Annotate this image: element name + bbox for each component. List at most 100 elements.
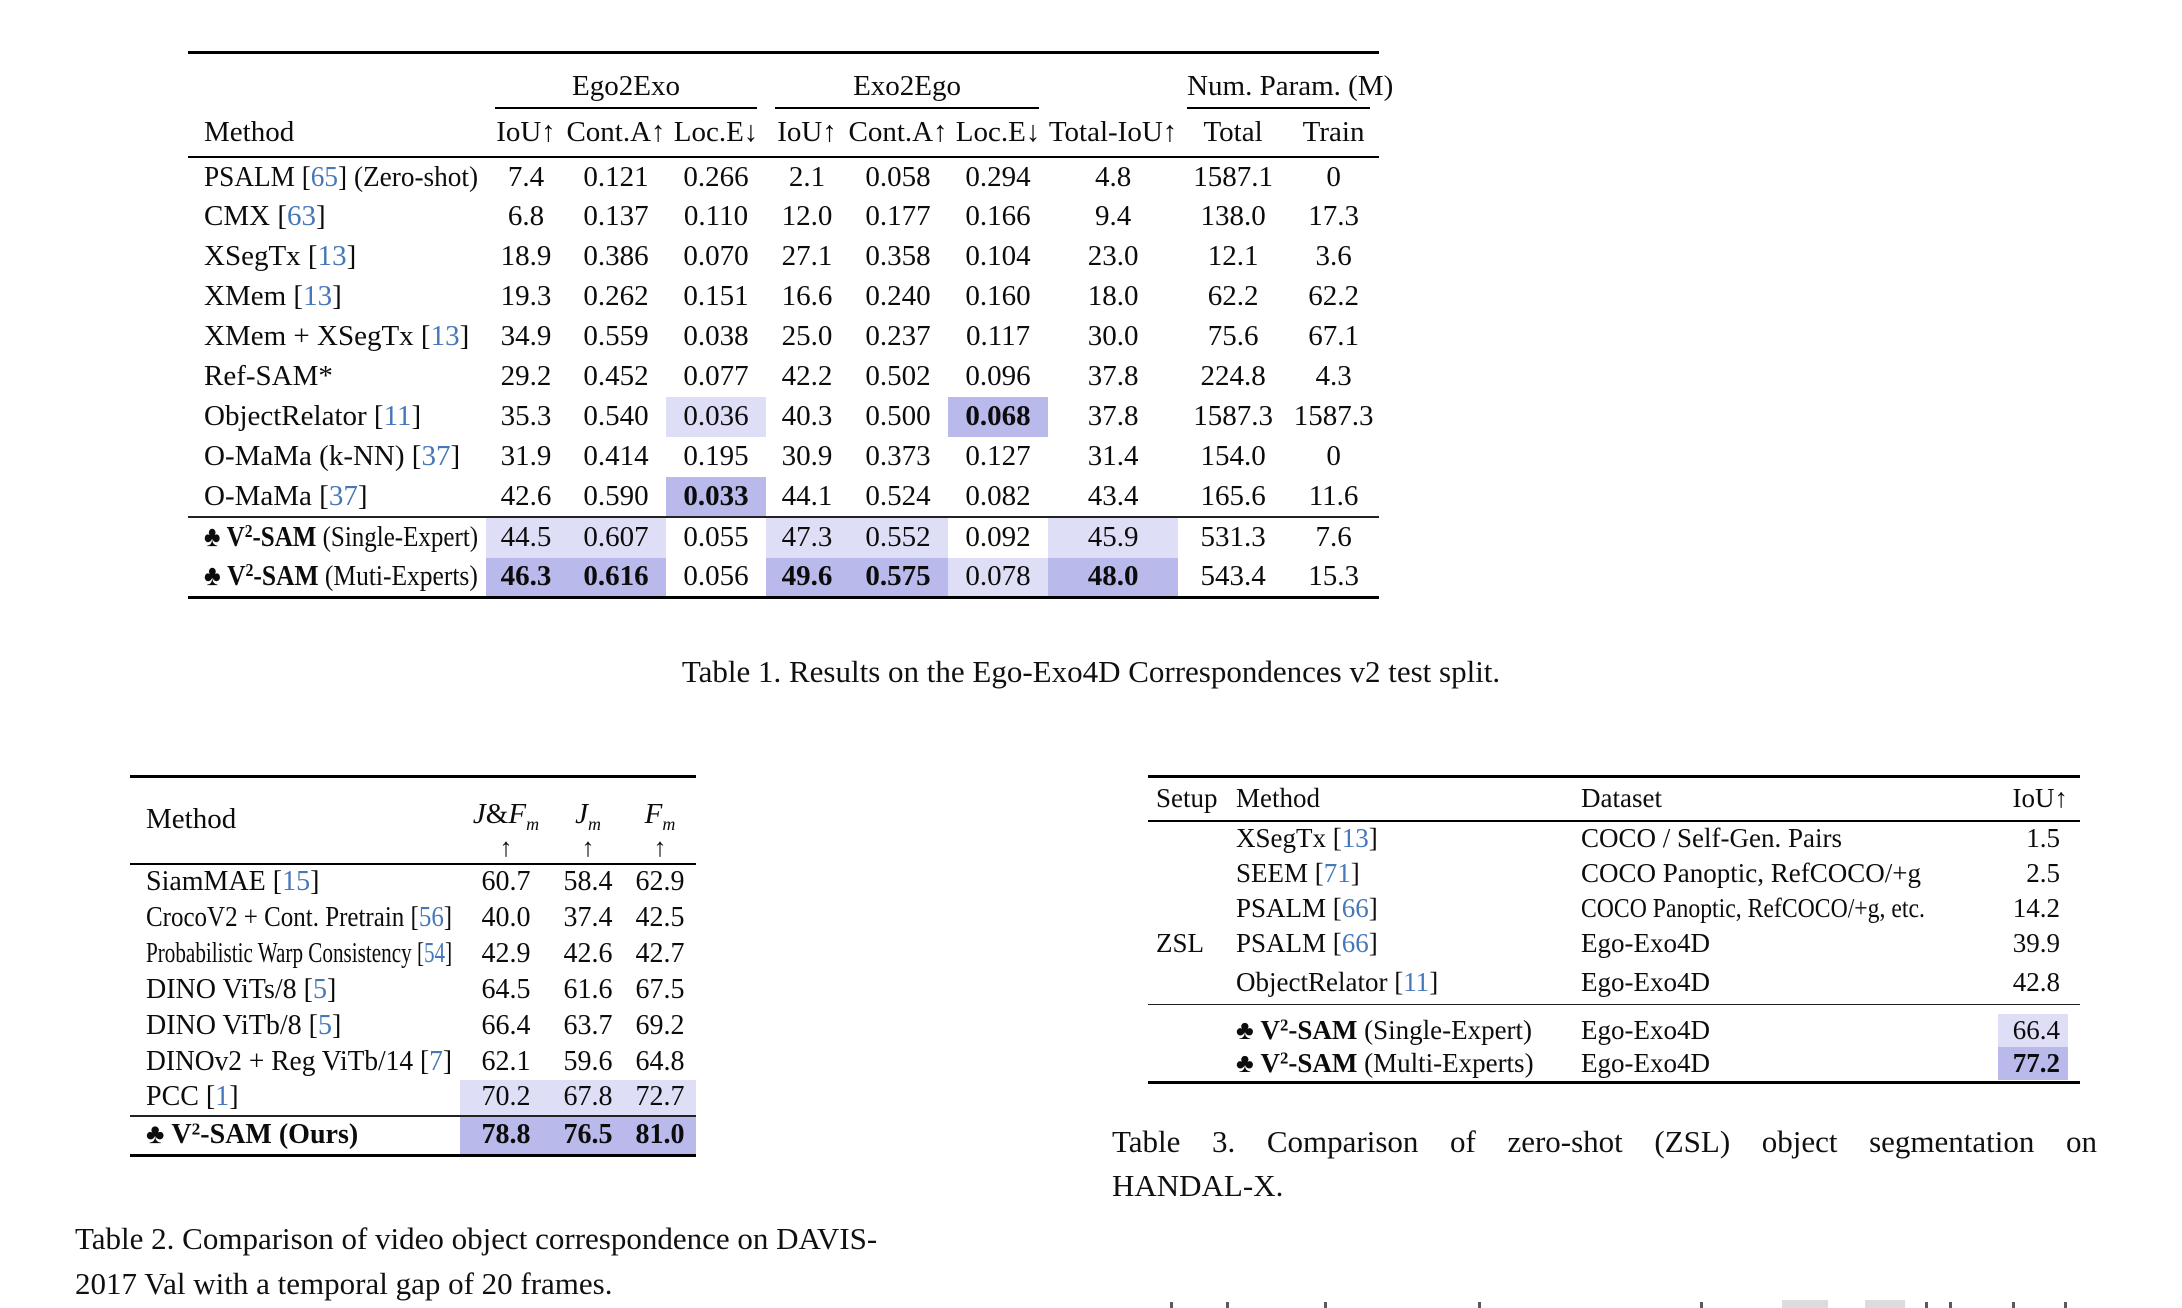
dataset-cell: COCO Panoptic, RefCOCO/+g, etc.	[1573, 891, 1933, 926]
value-cell: 6.8	[507, 200, 545, 232]
value-cell: 1587.3	[1193, 400, 1273, 432]
up-arrow-icon: ↑	[460, 832, 552, 865]
value-cell: 224.8	[1200, 360, 1266, 392]
value-cell: 0.151	[683, 280, 749, 312]
iou-cell: 2.5	[1933, 856, 2080, 891]
table-row: Ref-SAM* 29.2 0.452 0.077 42.2 0.502 0.096 37.8…	[188, 357, 1379, 397]
method-text: DINOv2 + Reg ViTb/14 [7]	[146, 1045, 452, 1077]
value-cell: 0.038	[683, 320, 749, 352]
column-header: Total	[1178, 108, 1289, 158]
citation-link[interactable]: 13	[1341, 823, 1369, 853]
method-cell: PSALM [65] (Zero-shot)	[188, 157, 486, 197]
value-cell: 0.616	[566, 557, 666, 598]
column-header: Total-IoU↑	[1048, 108, 1179, 158]
method-text: DINO ViTs/8 [5]	[146, 973, 337, 1005]
citation-link[interactable]: 37	[421, 440, 451, 472]
method-cell: O-MaMa [37]	[188, 477, 486, 517]
value-cell: 72.7	[624, 1079, 696, 1116]
value-cell: 0.104	[965, 240, 1031, 272]
value-cell: 0.082	[965, 479, 1031, 512]
citation-link[interactable]: 71	[1323, 857, 1351, 888]
metric-header: Fm	[644, 797, 676, 834]
value-cell: 0.386	[583, 240, 649, 272]
method-text: CMX [63]	[204, 200, 326, 232]
table-row: DINOv2 + Reg ViTb/14 [7] 62.1 59.6 64.8	[130, 1044, 696, 1080]
citation-link[interactable]: 15	[282, 866, 311, 897]
citation-link[interactable]: 13	[303, 280, 333, 312]
dataset-text: Ego-Exo4D	[1581, 927, 1710, 958]
value-cell: 0.575	[848, 557, 949, 598]
value-cell: 63.7	[563, 1009, 613, 1041]
value-cell: 44.1	[781, 479, 833, 512]
citation-link[interactable]: 54	[423, 937, 446, 969]
value-cell: 67.5	[635, 973, 685, 1005]
citation-link[interactable]: 66	[1341, 892, 1369, 923]
table-row: XSegTx [13] COCO / Self-Gen. Pairs 1.5	[1148, 821, 2080, 856]
citation-link[interactable]: 13	[430, 320, 460, 352]
method-variant-label: (Ours)	[271, 1119, 359, 1151]
dataset-text: Ego-Exo4D	[1581, 1048, 1710, 1079]
clipped-next-line-text	[1128, 1300, 2080, 1308]
table3-caption-line1: Table 3. Comparison of zero-shot (ZSL) o…	[1112, 1124, 2097, 1159]
method-cell: ♣ V2-SAM (Single-Expert)	[1228, 1004, 1573, 1047]
value-cell: 18.0	[1087, 280, 1139, 312]
method-cell: ObjectRelator [11]	[188, 397, 486, 437]
citation-link[interactable]: 5	[312, 973, 327, 1005]
value-cell: 62.9	[635, 866, 685, 897]
column-header: Setup	[1148, 776, 1228, 822]
method-text: XMem + XSegTx [13]	[204, 320, 470, 352]
citation-link[interactable]: 65	[310, 160, 339, 193]
iou-cell: 66.4	[1933, 1004, 2080, 1047]
ours-method-name: V2-SAM	[171, 1119, 272, 1151]
citation-link[interactable]: 5	[318, 1009, 333, 1041]
citation-link[interactable]: 13	[317, 240, 347, 272]
value-cell: 0.294	[965, 160, 1031, 193]
value-cell: 30.9	[781, 440, 833, 472]
column-header: Cont.A↑	[848, 108, 949, 158]
value-cell: 42.7	[635, 937, 685, 969]
column-header: IoU↑	[766, 108, 849, 158]
table-row: PCC [1] 70.2 67.8 72.7	[130, 1079, 696, 1116]
value-cell: 9.4	[1094, 200, 1132, 232]
table3-caption: Table 3. Comparison of zero-shot (ZSL) o…	[1112, 1120, 2097, 1208]
iou-value: 66.4	[1998, 1014, 2068, 1047]
value-cell: 0.177	[865, 200, 931, 232]
column-header: IoU↑	[1933, 776, 2080, 822]
citation-link[interactable]: 7	[429, 1045, 443, 1077]
citation-link[interactable]: 66	[1341, 927, 1369, 958]
value-cell: 47.3	[766, 515, 849, 558]
method-text: PSALM [66]	[1236, 892, 1378, 923]
iou-value: 42.8	[2012, 966, 2060, 997]
citation-link[interactable]: 56	[418, 901, 444, 933]
spacer-cell	[188, 53, 486, 109]
column-header: Method	[130, 776, 460, 865]
method-variant-label: (Muti-Experts)	[318, 560, 478, 593]
iou-value: 1.5	[2026, 823, 2060, 853]
value-cell: 67.1	[1308, 320, 1359, 352]
value-cell: 0.559	[583, 320, 649, 352]
method-cell: PSALM [66]	[1228, 926, 1573, 961]
method-cell: Probabilistic Warp Consistency [54]	[130, 936, 460, 972]
citation-link[interactable]: 63	[286, 200, 316, 232]
method-cell: ♣ V2-SAM (Multi-Experts)	[1228, 1047, 1573, 1082]
value-cell: 0.070	[683, 240, 749, 272]
value-cell: 0.127	[965, 440, 1031, 472]
setup-label	[1148, 961, 1228, 1005]
table-row: ♣ V2-SAM (Single-Expert) 44.5 0.607 0.055 47…	[188, 515, 1380, 558]
column-group-header: Ego2Exo	[495, 70, 758, 109]
value-cell: 62.2	[1207, 280, 1259, 312]
ours-method-name: V2-SAM	[227, 560, 319, 593]
citation-link[interactable]: 37	[328, 479, 358, 512]
citation-link[interactable]: 1	[215, 1081, 230, 1112]
value-cell: 0.500	[865, 400, 931, 432]
citation-link[interactable]: 11	[1403, 966, 1430, 997]
value-cell: 0.058	[865, 160, 931, 193]
iou-cell: 14.2	[1933, 891, 2080, 926]
table-row: Probabilistic Warp Consistency [54] 42.9 4…	[130, 936, 696, 972]
column-group: Num. Param. (M)	[1178, 53, 1393, 109]
dataset-cell: COCO / Self-Gen. Pairs	[1573, 821, 1933, 856]
citation-link[interactable]: 11	[383, 400, 412, 432]
value-cell: 15.3	[1308, 560, 1359, 593]
value-cell: 75.6	[1207, 320, 1259, 352]
method-text: ♣ V2-SAM (Multi-Experts)	[1236, 1048, 1534, 1079]
